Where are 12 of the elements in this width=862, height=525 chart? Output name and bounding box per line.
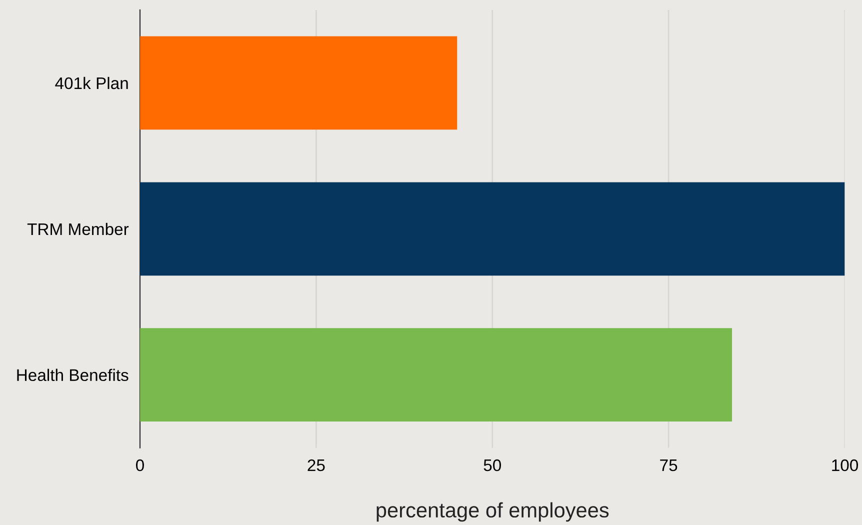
y-tick-label: Health Benefits: [17, 368, 128, 382]
bar: [140, 182, 845, 276]
x-tick-label: 25: [308, 459, 325, 472]
x-axis-title: percentage of employees: [376, 502, 609, 522]
x-tick-label: 75: [660, 460, 678, 472]
x-tick-label: 50: [484, 459, 501, 472]
y-tick-label: 401k Plan: [55, 76, 128, 90]
y-tick-label: TRM Member: [27, 222, 129, 236]
x-tick-label: 100: [832, 459, 858, 472]
x-tick-label: 0: [136, 459, 144, 472]
bar: [140, 36, 458, 130]
bar: [140, 328, 732, 422]
